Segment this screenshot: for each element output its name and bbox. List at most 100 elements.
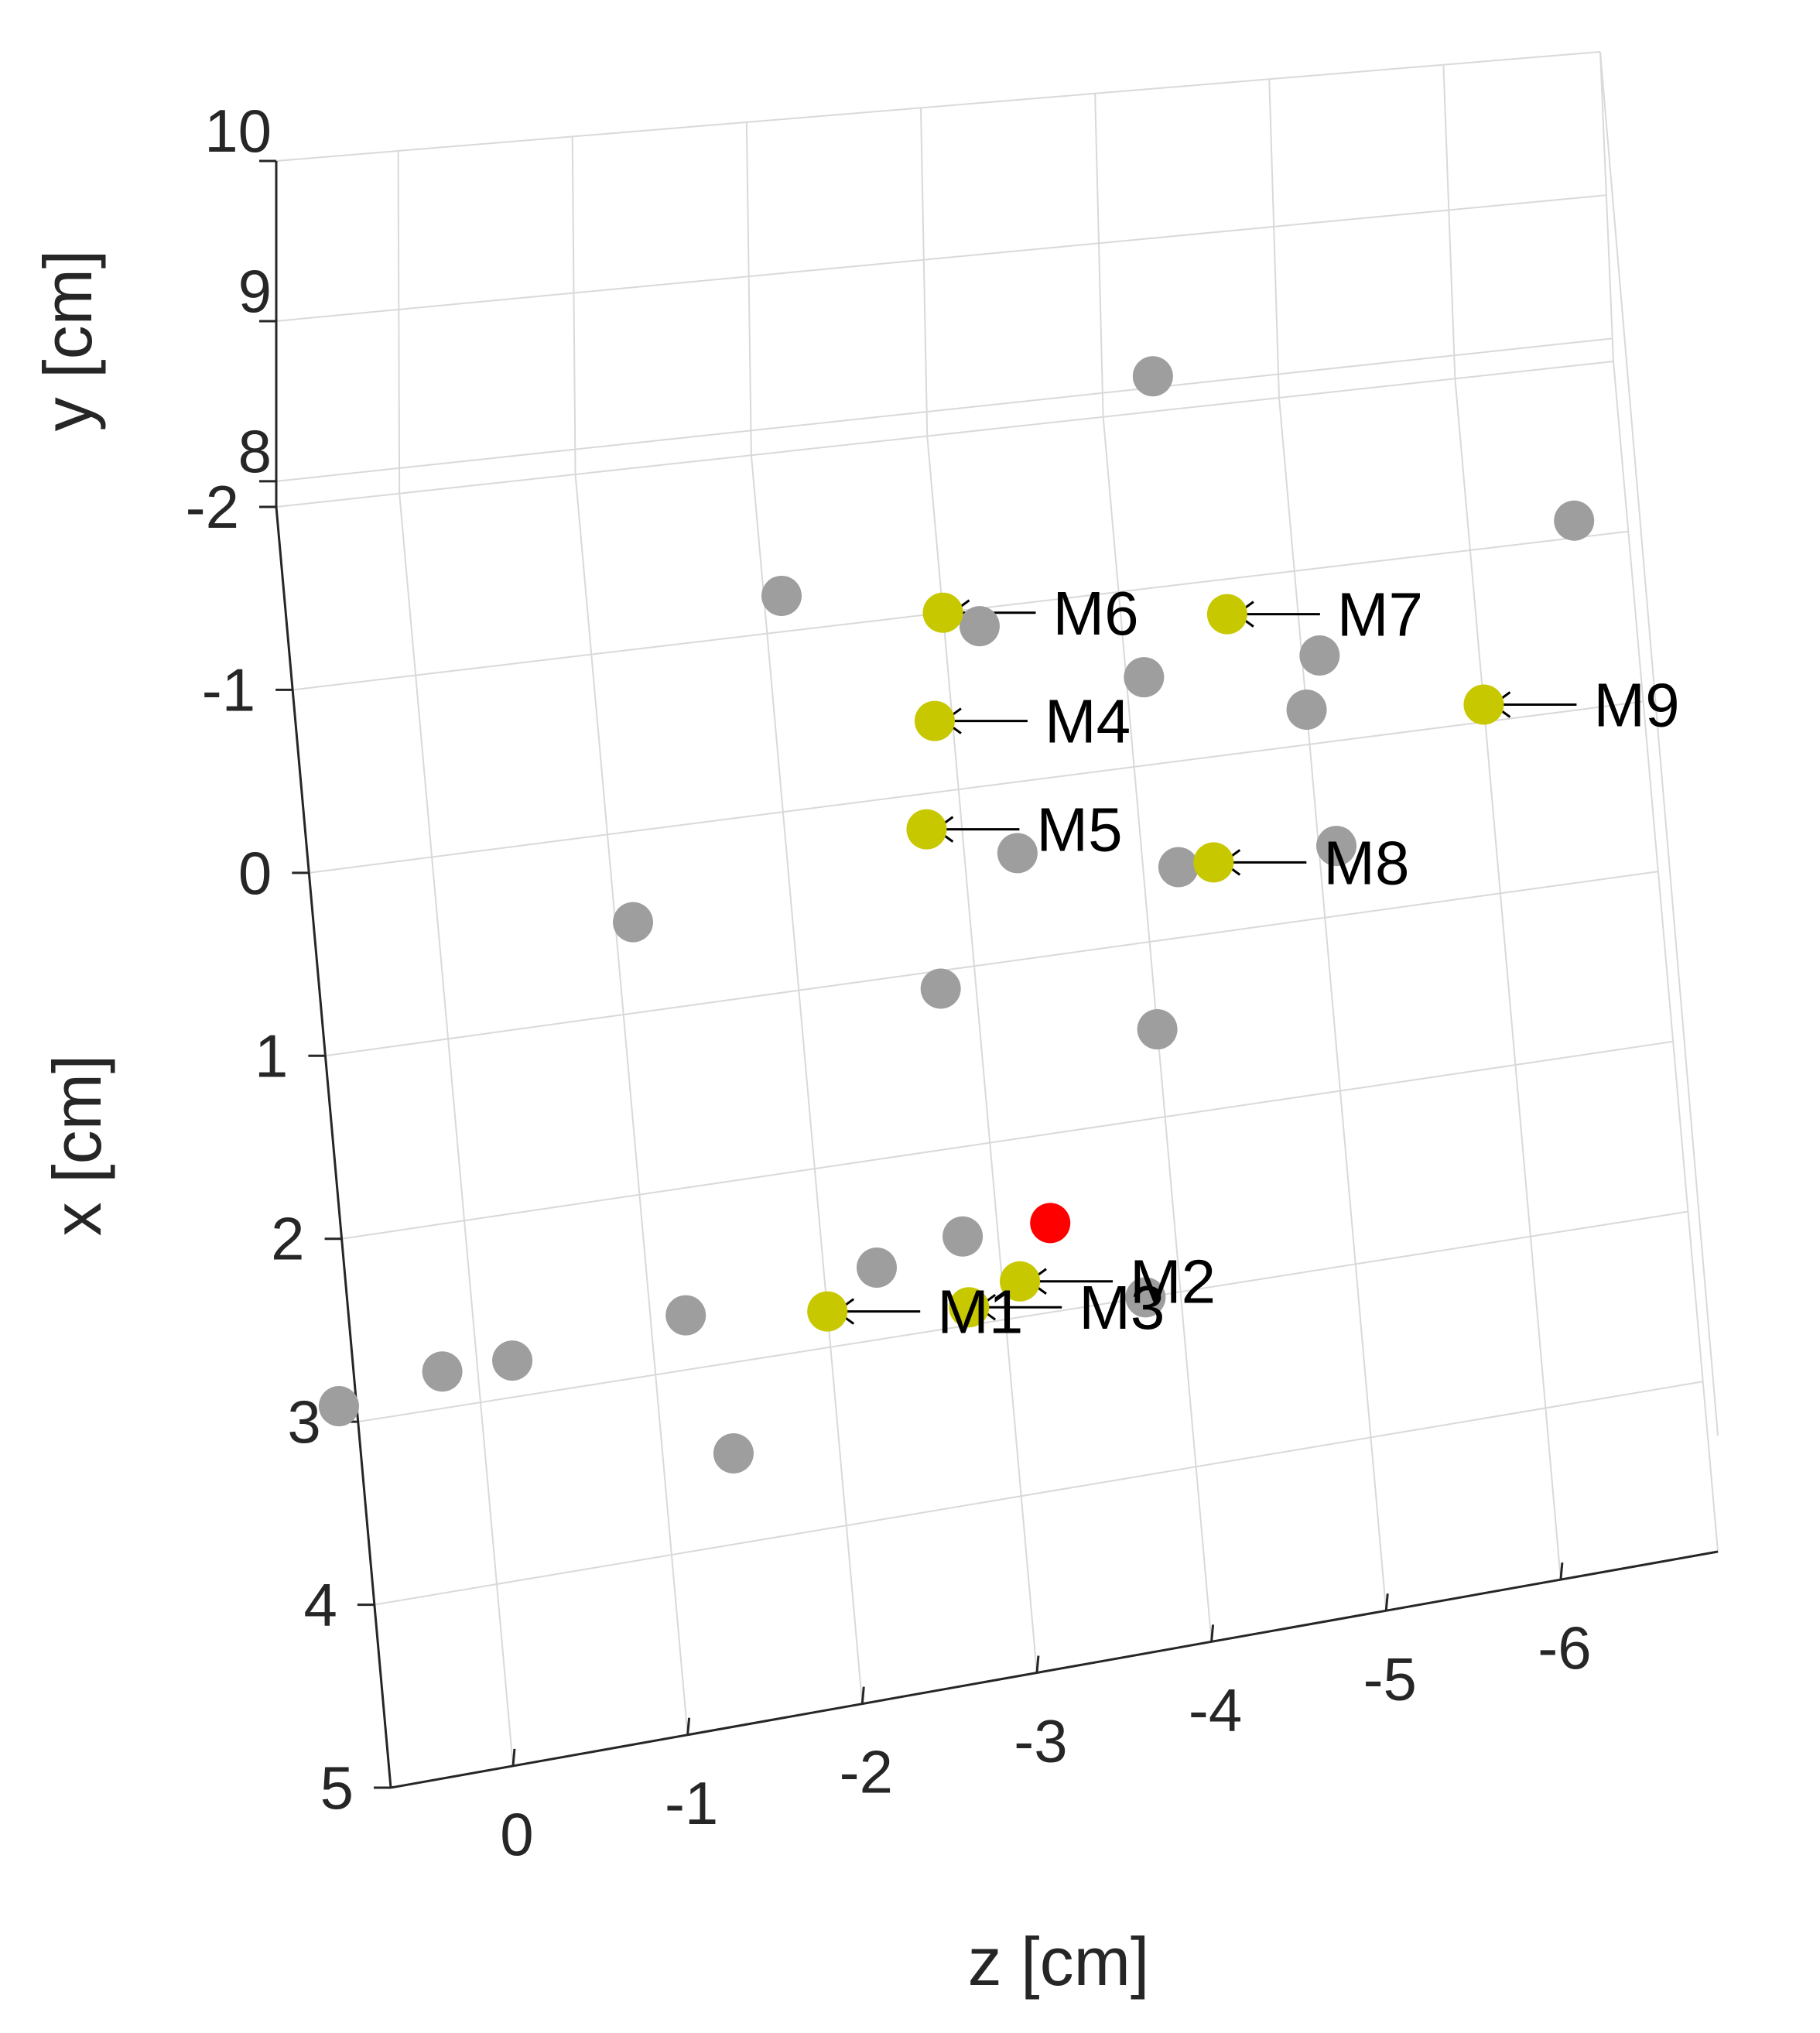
z-tick-label: -2: [840, 1738, 893, 1806]
z-tick-mark: [1384, 1593, 1389, 1611]
z-tick-label: 0: [500, 1800, 533, 1868]
z-tick-mark: [1559, 1562, 1564, 1580]
x-tick-label: 3: [287, 1388, 320, 1456]
wall-grid-vertical: [745, 122, 752, 456]
axes: [259, 159, 1719, 1789]
z-tick-mark: [1035, 1655, 1040, 1673]
gray-point: [1137, 1009, 1178, 1050]
wall-grid-vertical: [1094, 93, 1104, 417]
grid-line-z: [926, 436, 1038, 1673]
gray-point: [665, 1295, 706, 1336]
z-axis-line: [390, 1550, 1719, 1789]
point-label: M3: [1079, 1273, 1165, 1342]
grid-line-x: [309, 700, 1644, 874]
wall-grid-y: [275, 337, 1613, 482]
point-label: M1: [937, 1278, 1023, 1347]
gray-point: [1299, 635, 1340, 676]
grid-line-x: [275, 361, 1614, 508]
wall-grid-vertical: [397, 151, 401, 494]
labeled-point: [1193, 842, 1234, 883]
wall-grid-vertical: [571, 136, 576, 474]
grid-line-z: [1278, 397, 1387, 1611]
grid-line-z: [574, 474, 689, 1735]
x-tick-label: 4: [303, 1571, 337, 1639]
y-axis-label: y [cm]: [29, 250, 106, 432]
grid-line-z: [750, 455, 864, 1704]
labeled-point: [1463, 684, 1504, 725]
point-label: M2: [1130, 1248, 1216, 1316]
point-label: M7: [1337, 580, 1423, 649]
z-tick-label: -1: [665, 1769, 718, 1837]
z-tick-mark: [686, 1717, 691, 1735]
y-tick-label: 10: [204, 97, 272, 165]
labeled-point: [1206, 594, 1247, 635]
wall-grid-y: [275, 51, 1601, 162]
grid-line-x: [325, 871, 1658, 1057]
y-tick-label: 8: [238, 417, 272, 485]
gray-point: [713, 1433, 754, 1474]
point-label: M9: [1593, 670, 1679, 739]
grid-line-z: [399, 493, 514, 1766]
gray-point: [856, 1248, 897, 1289]
wall-grid-y: [275, 194, 1606, 322]
x-tick-label: -2: [186, 473, 239, 541]
z-tick-mark: [1210, 1624, 1215, 1642]
gray-point: [1286, 690, 1327, 731]
gray-point: [318, 1386, 359, 1427]
box-edge-right: [1599, 51, 1719, 1552]
wall-grid-vertical: [919, 108, 929, 436]
gray-point: [422, 1351, 463, 1392]
grid-lines: [275, 51, 1719, 1788]
wall-grid-vertical: [1268, 79, 1280, 399]
z-tick-label: -5: [1363, 1645, 1417, 1713]
x-tick-label: -1: [202, 655, 255, 724]
gray-point: [1132, 356, 1173, 397]
x-tick-label: 0: [238, 839, 272, 907]
labeled-point: [914, 700, 955, 741]
grid-line-x: [358, 1210, 1688, 1423]
labeled-point: [906, 809, 947, 850]
point-label: M8: [1323, 828, 1409, 897]
labeled-point: [1000, 1261, 1041, 1302]
x-tick-label: 2: [271, 1205, 304, 1273]
gray-point: [761, 575, 802, 616]
gray-point: [1316, 826, 1357, 867]
z-tick-mark: [860, 1686, 865, 1704]
grid-line-x: [341, 1040, 1674, 1240]
point-label: M5: [1036, 796, 1122, 864]
gray-point: [1124, 657, 1165, 698]
x-tick-label: 1: [255, 1022, 288, 1090]
z-axis-label: z [cm]: [968, 1923, 1150, 2000]
gray-point: [997, 833, 1038, 874]
point-label: M4: [1045, 687, 1131, 756]
gray-point: [920, 968, 961, 1009]
gray-point: [492, 1340, 533, 1381]
labeled-point: [949, 1287, 990, 1328]
reference-point: [1030, 1203, 1071, 1244]
x-tick-label: 5: [320, 1754, 354, 1822]
z-tick-label: -6: [1538, 1614, 1591, 1682]
grid-line-z: [1454, 378, 1562, 1580]
y-tick-label: 9: [238, 257, 272, 325]
gray-point: [1125, 1277, 1166, 1318]
grid-line-x: [374, 1381, 1703, 1606]
z-tick-mark: [511, 1748, 516, 1767]
z-tick-label: -4: [1189, 1675, 1242, 1744]
labeled-point: [922, 592, 963, 633]
labeled-point: [807, 1291, 848, 1332]
gray-point: [613, 902, 654, 943]
gray-point: [1554, 500, 1595, 541]
wall-grid-vertical: [1442, 64, 1456, 379]
box-edge-back: [1599, 51, 1719, 1436]
data-points: [318, 356, 1595, 1474]
x-axis-label: x [cm]: [39, 1055, 115, 1237]
point-label: M6: [1053, 579, 1139, 648]
z-tick-label: -3: [1014, 1707, 1067, 1775]
gray-point: [1158, 847, 1199, 888]
gray-point: [942, 1216, 984, 1257]
gray-point: [959, 606, 1000, 647]
tick-labels: 8 9 10 -2 -1 0 1 2 3 4 5 0 -1 -2 -3 -4 -5 -6: [186, 97, 1592, 1868]
x-axis-line: [275, 506, 392, 1788]
